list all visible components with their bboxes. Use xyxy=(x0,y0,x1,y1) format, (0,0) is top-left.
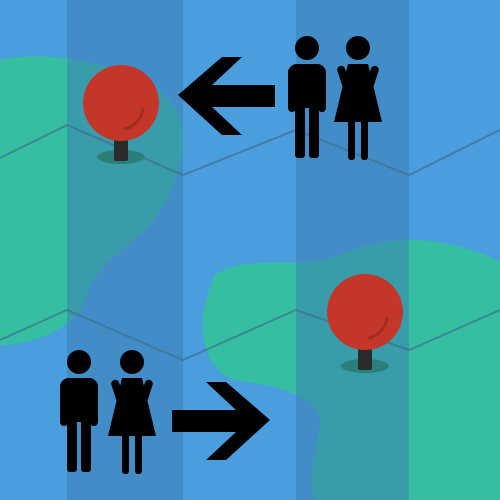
arrow-right-icon xyxy=(172,382,270,460)
arrow-left-icon xyxy=(178,57,275,135)
fold-line-bottom xyxy=(0,308,500,362)
fold-line-top xyxy=(0,123,500,177)
